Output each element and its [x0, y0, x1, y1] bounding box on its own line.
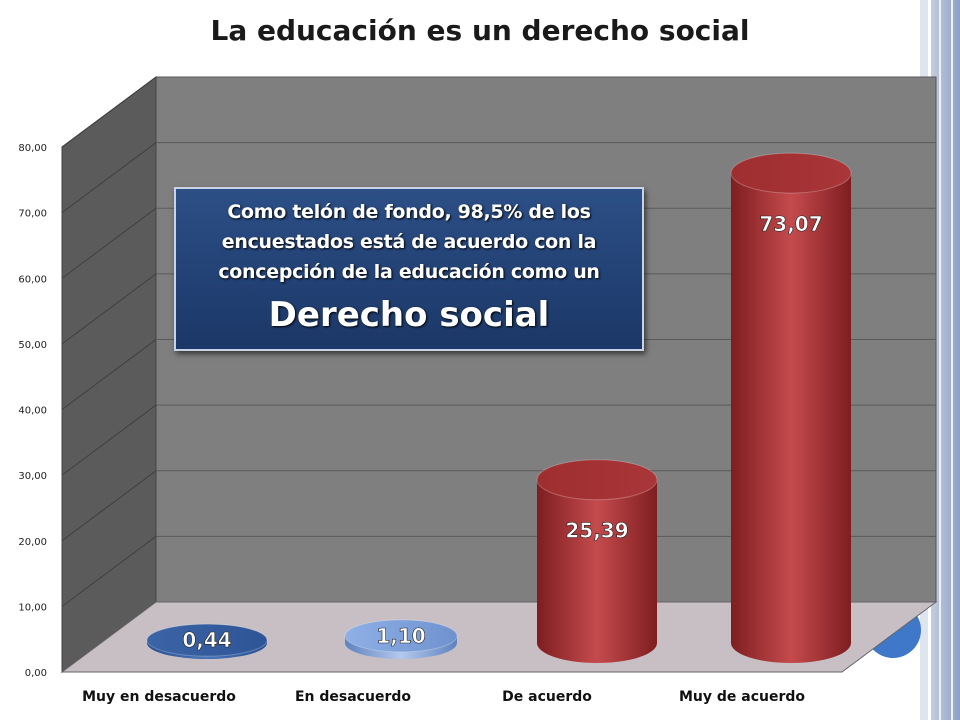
data-label: 1,10 [376, 624, 425, 648]
y-tick-label: 20,00 [18, 537, 47, 548]
data-label: 25,39 [565, 519, 628, 543]
x-tick-label: Muy en desacuerdo [82, 689, 236, 705]
bar-top [146, 623, 268, 657]
gridline-side [61, 339, 157, 410]
gridline-side [61, 207, 157, 279]
x-tick-label: Muy de acuerdo [679, 689, 805, 705]
y-tick-label: 50,00 [18, 340, 47, 351]
callout-box: Como telón de fondo, 98,5% de los encues… [174, 187, 644, 351]
gridline-side [61, 142, 157, 214]
gridline-side [61, 470, 157, 542]
gridline-side [61, 76, 157, 148]
y-tick-label: 10,00 [18, 602, 47, 613]
callout-text: Como telón de fondo, 98,5% de los encues… [218, 201, 600, 283]
y-tick-label: 0,00 [25, 668, 47, 679]
x-tick-label: En desacuerdo [295, 689, 411, 705]
y-tick-label: 70,00 [18, 209, 47, 220]
y-tick-label: 60,00 [18, 274, 47, 285]
y-tick-label: 30,00 [18, 471, 47, 482]
bar-body [731, 173, 851, 664]
chart-title: La educación es un derecho social [210, 14, 750, 47]
bar-1: 1,10 [344, 619, 458, 659]
chart-floor [60, 601, 938, 673]
bar-top [536, 459, 658, 501]
bar-top [730, 152, 852, 194]
bar-2: 25,39 [536, 459, 658, 663]
bar-3: 73,07 [730, 152, 852, 664]
bar-body [537, 479, 657, 663]
data-label: 0,44 [182, 628, 231, 652]
x-tick-label: De acuerdo [502, 689, 592, 705]
y-tick-label: 80,00 [18, 143, 47, 154]
bar-0: 0,44 [146, 623, 268, 659]
bar-top [344, 619, 458, 653]
data-label: 73,07 [759, 212, 822, 236]
gridline-side [61, 535, 157, 607]
gridline-side [61, 404, 157, 476]
y-tick-label: 40,00 [18, 406, 47, 417]
gridline-side [61, 273, 157, 345]
callout-emphasis: Derecho social [268, 295, 550, 335]
